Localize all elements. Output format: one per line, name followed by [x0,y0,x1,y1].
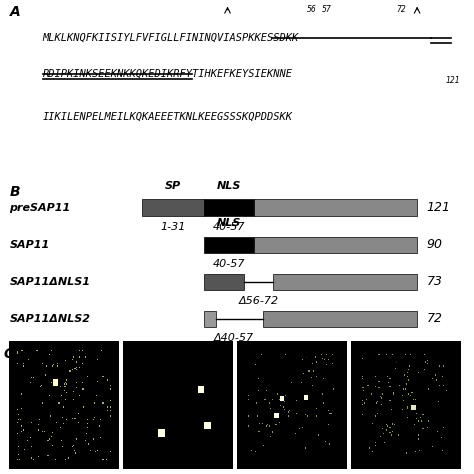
Text: A: A [9,5,20,19]
Text: YFP-SAP11: YFP-SAP11 [148,344,208,354]
FancyBboxPatch shape [204,237,254,253]
Text: YFP-SAP11
ΔNLS1: YFP-SAP11 ΔNLS1 [262,344,321,366]
FancyBboxPatch shape [254,200,417,216]
FancyBboxPatch shape [204,200,254,216]
Text: 72: 72 [427,312,443,325]
Text: 40-57: 40-57 [212,259,245,269]
FancyBboxPatch shape [142,200,204,216]
Text: 90: 90 [427,238,443,251]
Text: C: C [4,347,14,361]
FancyBboxPatch shape [204,310,216,327]
Text: SP: SP [165,182,181,191]
Text: YFP-SAP11
ΔNLS2: YFP-SAP11 ΔNLS2 [375,344,435,366]
Text: preSAP11: preSAP11 [9,202,71,212]
Text: B: B [9,185,20,199]
Text: 121: 121 [445,76,460,85]
Text: RDIPKINKSEEKNKKQKEDIKRFYTIHKEFKEYSIEKNNE: RDIPKINKSEEKNKKQKEDIKRFYTIHKEFKEYSIEKNNE [43,68,292,78]
Text: YFP: YFP [54,344,74,354]
Text: Δ56-72: Δ56-72 [238,296,278,306]
Text: 73: 73 [427,275,443,288]
Text: 56: 56 [307,5,316,14]
Text: SAP11: SAP11 [9,239,50,250]
FancyBboxPatch shape [263,310,417,327]
Text: SAP11ΔNLS1: SAP11ΔNLS1 [9,277,91,287]
FancyBboxPatch shape [254,237,417,253]
Text: 72: 72 [396,5,406,14]
Text: SAP11ΔNLS2: SAP11ΔNLS2 [9,314,91,324]
FancyBboxPatch shape [273,273,417,290]
Text: 121: 121 [427,201,451,214]
Text: NLS: NLS [217,219,241,228]
Text: MLKLKNQFKIISIYLFVFIGLLFININQVIASPKKESSDKK: MLKLKNQFKIISIYLFVFIGLLFININQVIASPKKESSDK… [43,32,299,42]
Text: 1-31: 1-31 [160,222,186,232]
Text: 40-57: 40-57 [212,222,245,232]
FancyBboxPatch shape [204,273,244,290]
Text: NLS: NLS [217,182,241,191]
Text: IIKILENPELMEILKQKAEEETKNLKEEGSSSKQPDDSKK: IIKILENPELMEILKQKAEEETKNLKEEGSSSKQPDDSKK [43,112,292,122]
Text: Δ40-57: Δ40-57 [213,333,254,343]
Text: 57: 57 [321,5,331,14]
